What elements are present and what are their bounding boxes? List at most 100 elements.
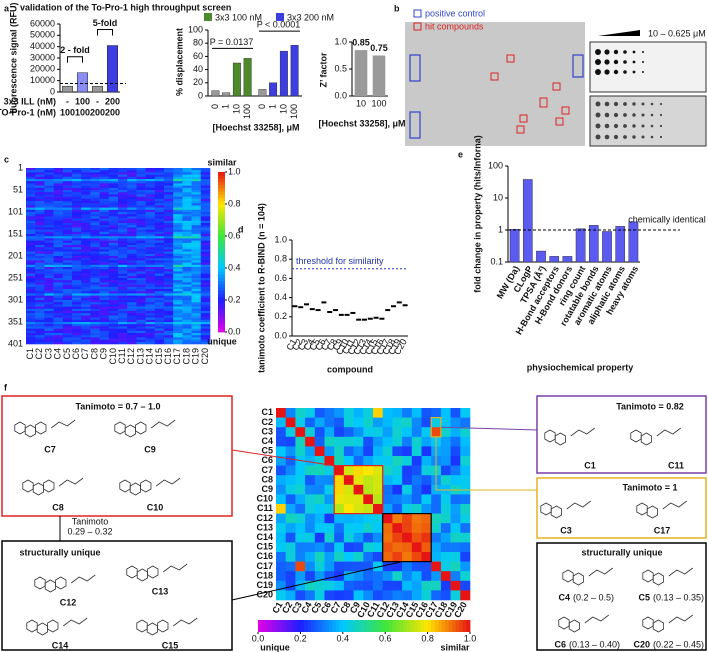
heat-cell xyxy=(62,174,73,178)
heat-cell xyxy=(108,170,119,173)
heat-cell xyxy=(35,295,45,299)
heat-cell xyxy=(35,304,45,307)
heat-cell xyxy=(334,427,345,438)
heat-cell xyxy=(118,236,128,239)
heat-cell xyxy=(136,212,146,215)
heat-cell xyxy=(191,306,202,310)
blot-dot xyxy=(641,135,645,139)
heat-cell xyxy=(136,300,146,303)
y-tick-label: 0.1 xyxy=(490,256,503,266)
positive-box xyxy=(409,54,421,82)
heat-cell xyxy=(154,315,165,318)
heat-cell xyxy=(127,190,137,193)
heat-cell xyxy=(35,176,45,180)
heat-cell xyxy=(81,190,91,193)
heat-cell xyxy=(99,273,110,277)
heat-cell xyxy=(108,297,119,301)
heat-cell xyxy=(44,324,54,327)
heat-cell xyxy=(154,267,165,270)
heat-cell xyxy=(35,209,45,213)
heat-cell xyxy=(127,240,137,244)
heat-cell xyxy=(191,251,202,255)
heat-cell xyxy=(62,326,73,329)
heat-cell xyxy=(35,179,45,182)
colorbar-step xyxy=(218,210,225,214)
heat-cell xyxy=(145,209,156,213)
heat-cell xyxy=(118,242,128,246)
heat-cell xyxy=(154,278,165,281)
heat-cell xyxy=(62,249,73,252)
heat-cell xyxy=(145,269,156,272)
heat-cell xyxy=(127,251,137,255)
heat-cell xyxy=(118,269,128,272)
molecule-sketch xyxy=(62,617,88,627)
heat-cell xyxy=(164,275,174,279)
heat-cell xyxy=(44,326,54,329)
heat-cell xyxy=(182,262,192,266)
heat-cell xyxy=(118,297,128,301)
heat-cell xyxy=(460,552,471,562)
heat-cell xyxy=(276,436,286,447)
heat-cell xyxy=(35,282,45,285)
heat-cell xyxy=(450,446,461,457)
heat-cell xyxy=(460,465,471,476)
heat-cell xyxy=(324,561,335,572)
x-tick-label: C1 xyxy=(284,337,298,352)
blot-dot xyxy=(613,101,619,107)
heat-cell xyxy=(118,258,128,261)
heat-cell xyxy=(118,324,128,327)
heat-cell xyxy=(200,223,211,226)
heat-cell xyxy=(154,229,165,233)
heat-cell xyxy=(411,523,422,534)
heat-cell xyxy=(35,192,45,195)
heat-cell xyxy=(35,205,45,208)
heat-cell xyxy=(145,324,156,327)
molecule-sketch xyxy=(35,421,47,435)
heat-cell xyxy=(53,225,64,228)
blot-dot xyxy=(650,135,654,139)
y-tick-label: 30000 xyxy=(30,52,55,62)
heat-cell xyxy=(35,231,45,235)
heat-cell xyxy=(154,282,165,285)
colorbar-step xyxy=(381,620,386,632)
hit-box xyxy=(552,82,561,91)
heat-cell xyxy=(343,436,354,447)
heat-cell xyxy=(440,523,451,534)
heat-cell xyxy=(136,245,146,248)
heat-cell xyxy=(35,227,45,230)
heat-cell xyxy=(62,333,73,336)
heat-cell xyxy=(382,523,393,534)
heat-cell xyxy=(136,262,146,266)
molecule-sketch xyxy=(50,419,76,429)
heat-cell xyxy=(460,523,471,534)
heat-cell xyxy=(26,291,36,294)
heat-cell xyxy=(173,324,183,327)
heat-cell xyxy=(35,315,45,318)
heat-cell xyxy=(314,427,325,438)
value-label: 0.75 xyxy=(370,43,388,53)
blot-dot xyxy=(595,101,601,107)
heat-cell xyxy=(90,260,100,263)
heat-cell xyxy=(182,339,192,343)
heat-cell xyxy=(44,264,54,268)
heat-cell xyxy=(343,408,354,418)
heat-cell xyxy=(108,247,119,250)
colorbar-step xyxy=(321,620,326,632)
heat-cell xyxy=(53,176,64,180)
colorbar-step xyxy=(413,620,418,632)
heat-cell xyxy=(145,190,156,193)
y-tick-label: 80 xyxy=(193,38,203,48)
heat-cell xyxy=(81,179,91,182)
heat-cell xyxy=(136,297,146,301)
heat-cell xyxy=(53,174,64,178)
heat-cell xyxy=(26,306,36,310)
bar xyxy=(107,45,118,93)
heat-cell xyxy=(81,262,91,266)
heat-cell xyxy=(200,179,211,182)
row-tick-label: 1 xyxy=(18,162,23,172)
heat-cell xyxy=(173,236,183,239)
heat-cell xyxy=(164,174,174,178)
heat-cell xyxy=(173,174,183,178)
molecule-sketch xyxy=(26,619,38,633)
heat-cell xyxy=(173,304,183,307)
